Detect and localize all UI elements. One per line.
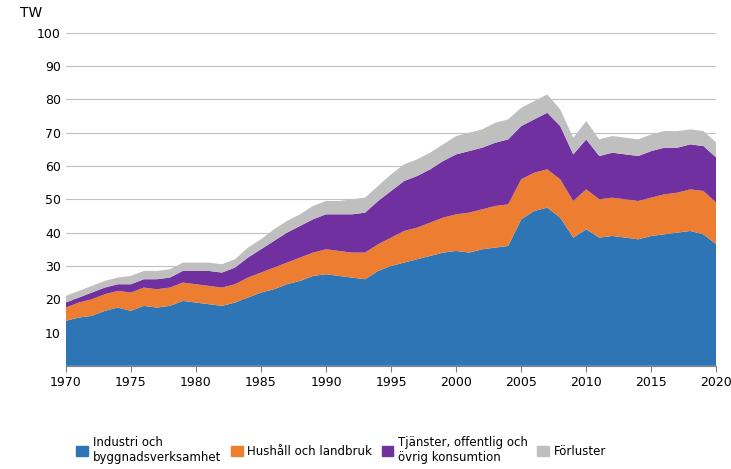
Text: TW: TW [20, 6, 42, 20]
Legend: Industri och
byggnadsverksamhet, Hushåll och landbruk, Tjänster, offentlig och
ö: Industri och byggnadsverksamhet, Hushåll… [72, 431, 611, 469]
